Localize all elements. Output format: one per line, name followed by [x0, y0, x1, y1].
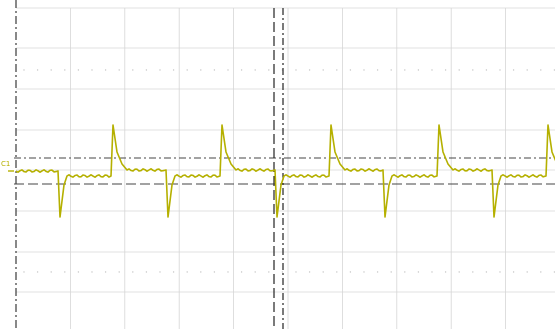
grid-dot: [145, 271, 148, 273]
grid-dot: [240, 69, 243, 71]
grid-dot: [91, 271, 93, 273]
grid-dot: [145, 69, 148, 71]
grid-dot: [322, 271, 324, 273]
grid-dot: [200, 271, 202, 273]
grid-dot: [295, 69, 297, 71]
grid-dot: [390, 69, 392, 71]
grid-dot: [308, 271, 311, 273]
grid-dot: [512, 271, 515, 273]
grid-dot: [172, 69, 175, 71]
grid-dot: [132, 271, 134, 273]
grid-dot: [227, 271, 229, 273]
grid-dot: [444, 69, 447, 71]
grid-dot: [540, 69, 542, 71]
grid-dot: [404, 69, 406, 71]
grid-dot: [227, 69, 229, 71]
grid-dot: [376, 271, 379, 273]
grid-dot: [23, 69, 25, 71]
grid-dot: [499, 271, 501, 273]
grid-dot: [472, 69, 474, 71]
grid-dot: [458, 69, 460, 71]
grid-dot: [50, 69, 52, 71]
grid-dot: [431, 271, 433, 273]
grid-dot: [390, 271, 392, 273]
grid-dot: [64, 271, 66, 273]
grid-dot: [36, 271, 39, 273]
grid-dot: [213, 69, 216, 71]
grid-dot: [118, 69, 120, 71]
channel-1-marker[interactable]: C1: [1, 160, 14, 172]
grid-dot: [363, 69, 365, 71]
grid-dot: [526, 271, 528, 273]
grid-dot: [118, 271, 120, 273]
grid-dot: [458, 271, 460, 273]
grid-dot: [104, 271, 107, 273]
grid-dot: [254, 69, 256, 71]
grid-dot: [104, 69, 107, 71]
grid-dot: [281, 271, 284, 273]
grid-dot: [77, 69, 80, 71]
grid-dot: [431, 69, 433, 71]
grid-dot: [77, 271, 80, 273]
grid-dot: [240, 271, 243, 273]
grid-dot: [186, 271, 188, 273]
grid-dot: [322, 69, 324, 71]
grid-dot: [268, 271, 270, 273]
grid-dot: [50, 271, 52, 273]
grid-dot: [336, 271, 338, 273]
grid-dot: [186, 69, 188, 71]
grid-dot: [540, 271, 542, 273]
grid-dot: [132, 69, 134, 71]
grid-dot: [308, 69, 311, 71]
grid-dot: [404, 271, 406, 273]
grid-dot: [200, 69, 202, 71]
grid-dot: [295, 271, 297, 273]
grid-dot: [172, 271, 175, 273]
grid-dot: [336, 69, 338, 71]
grid-dot: [417, 69, 420, 71]
grid-dot: [213, 271, 216, 273]
grid-dot: [499, 69, 501, 71]
grid-dot: [512, 69, 515, 71]
grid-dot: [363, 271, 365, 273]
channel-1-trace: [15, 124, 555, 218]
grid-dot: [159, 271, 161, 273]
grid-dot: [376, 69, 379, 71]
grid-dot: [485, 69, 488, 71]
channel-1-label: C1: [1, 160, 10, 168]
grid-dot: [444, 271, 447, 273]
grid-dot: [23, 271, 25, 273]
grid-dot: [485, 271, 488, 273]
grid-dot: [526, 69, 528, 71]
grid-dot: [417, 271, 420, 273]
grid-dot: [254, 271, 256, 273]
grid-dot: [159, 69, 161, 71]
grid-dot: [472, 271, 474, 273]
grid-dot: [91, 69, 93, 71]
grid-dot: [349, 271, 352, 273]
grid-dot: [268, 69, 270, 71]
grid-dot: [349, 69, 352, 71]
grid-dot: [36, 69, 39, 71]
grid-dot: [64, 69, 66, 71]
